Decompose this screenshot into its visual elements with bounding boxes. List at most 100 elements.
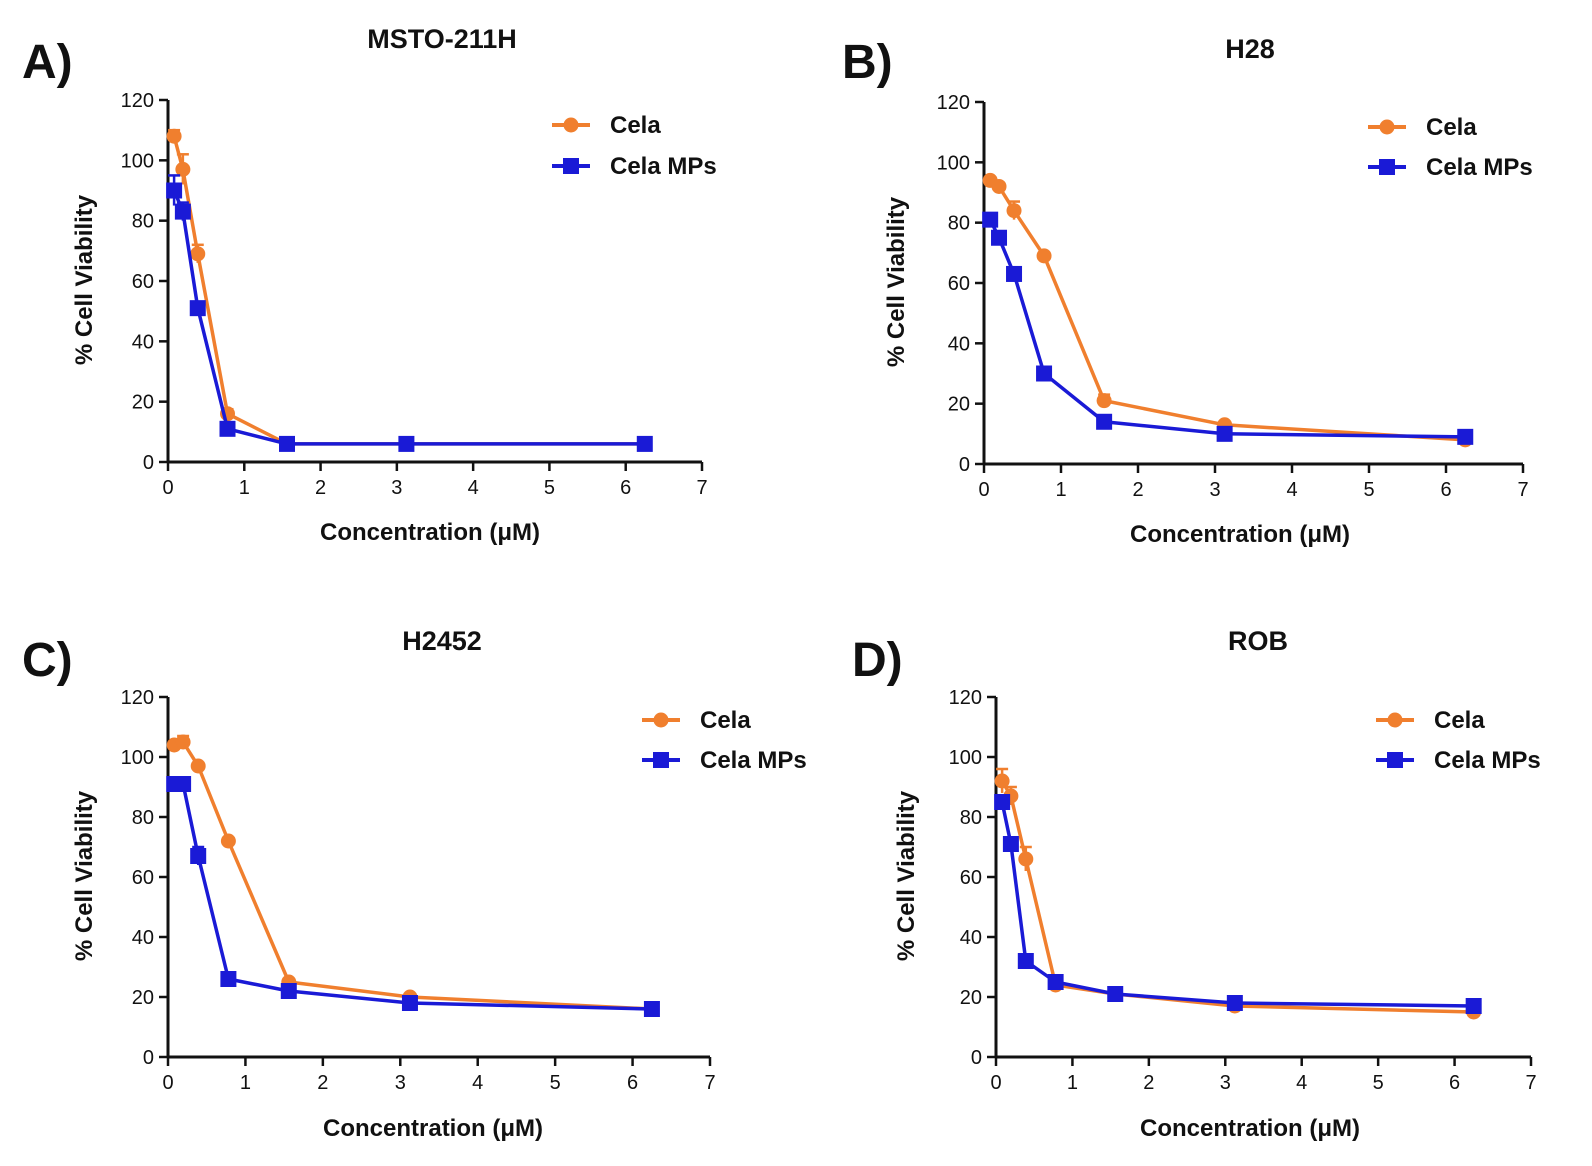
series-cela-mps — [994, 794, 1482, 1014]
legend-label-cela-mps: Cela MPs — [700, 747, 807, 774]
legend-label-cela: Cela — [1434, 707, 1485, 734]
x-tick-label: 0 — [978, 479, 989, 501]
legend-label-cela: Cela — [700, 707, 751, 734]
data-point-cela-mps — [398, 435, 415, 452]
series-line-cela — [172, 135, 645, 446]
series-line-cela-mps — [1000, 801, 1474, 1008]
plot-area: 0 20 40 60 80 100 120 0 1 2 3 4 5 6 7 — [937, 92, 1529, 501]
y-tick-label: 80 — [948, 213, 970, 235]
legend: Cela Cela MPs — [552, 112, 717, 180]
y-tick-label: 0 — [143, 452, 154, 474]
x-tick-label: 0 — [990, 1072, 1001, 1094]
data-point-cela-mps — [174, 203, 191, 220]
data-point-cela-mps — [220, 971, 237, 987]
x-axis-label: Concentration (μM) — [320, 519, 540, 546]
series-cela — [166, 128, 653, 452]
y-tick-label: 0 — [143, 1047, 154, 1069]
y-axis-label: % Cell Viability — [71, 194, 98, 365]
series-line-cela-mps — [174, 782, 652, 1011]
series-line-cela — [989, 178, 1466, 442]
data-point-cela-mps — [1047, 974, 1064, 990]
data-point-cela-mps — [1457, 428, 1474, 445]
data-point-cela — [190, 758, 206, 774]
y-tick-label: 60 — [960, 867, 982, 889]
panel-letter: C) — [22, 634, 73, 687]
series-cela — [982, 172, 1473, 448]
legend-label-cela-mps: Cela MPs — [1434, 747, 1541, 774]
y-tick-label: 100 — [937, 152, 970, 174]
data-point-cela-mps — [279, 435, 296, 452]
data-point-cela — [994, 773, 1010, 789]
data-point-cela-mps — [219, 420, 236, 437]
y-tick-label: 100 — [121, 150, 154, 172]
data-point-cela-mps — [280, 983, 297, 999]
y-axis-label: % Cell Viability — [893, 790, 920, 961]
x-tick-label: 1 — [1055, 479, 1066, 501]
legend-marker-cela-mps — [653, 752, 669, 768]
chart-title: ROB — [1228, 626, 1288, 656]
data-point-cela — [166, 128, 182, 144]
y-tick-label: 80 — [132, 211, 154, 233]
y-tick-label: 40 — [948, 333, 970, 355]
y-tick-label: 60 — [132, 271, 154, 293]
series-cela-mps — [166, 776, 660, 1017]
x-axis-label: Concentration (μM) — [1140, 1115, 1360, 1142]
x-tick-label: 0 — [162, 1072, 173, 1094]
x-tick-label: 5 — [1373, 1072, 1384, 1094]
data-point-cela-mps — [1226, 995, 1243, 1011]
panel-letter: D) — [852, 634, 903, 687]
data-point-cela-mps — [401, 995, 418, 1011]
legend: Cela Cela MPs — [1376, 707, 1541, 774]
data-point-cela-mps — [1465, 998, 1482, 1014]
x-tick-label: 7 — [704, 1072, 715, 1094]
legend-marker-cela-mps — [1387, 752, 1403, 768]
x-tick-label: 3 — [1220, 1072, 1231, 1094]
legend-marker-cela — [563, 117, 579, 133]
y-tick-label: 0 — [971, 1047, 982, 1069]
x-tick-label: 7 — [1517, 479, 1528, 501]
x-tick-label: 7 — [696, 477, 707, 499]
data-point-cela-mps — [175, 776, 192, 792]
y-tick-label: 80 — [960, 807, 982, 829]
data-point-cela — [1036, 248, 1052, 264]
x-tick-label: 2 — [315, 477, 326, 499]
plot-area: 0 20 40 60 80 100 120 0 1 2 3 4 5 6 7 — [121, 90, 708, 499]
series-line-cela-mps — [172, 189, 645, 446]
data-point-cela-mps — [1006, 265, 1023, 282]
panel-letter: A) — [22, 36, 73, 89]
x-tick-label: 4 — [1286, 479, 1297, 501]
series-line-cela — [173, 740, 652, 1011]
legend-label-cela-mps: Cela MPs — [1426, 154, 1533, 181]
x-tick-label: 4 — [472, 1072, 483, 1094]
y-tick-label: 120 — [121, 687, 154, 709]
legend-marker-cela — [653, 712, 669, 728]
data-point-cela-mps — [991, 229, 1008, 246]
x-tick-label: 1 — [239, 477, 250, 499]
y-tick-label: 60 — [132, 867, 154, 889]
plot-area: 0 20 40 60 80 100 120 0 1 2 3 4 5 6 7 — [949, 687, 1537, 1094]
data-point-cela-mps — [1036, 365, 1053, 382]
panel-c: C) H2452 Concentration (μM) % Cell Viabi… — [22, 626, 807, 1142]
x-tick-label: 5 — [544, 477, 555, 499]
y-tick-label: 20 — [948, 394, 970, 416]
panel-letter: B) — [842, 36, 893, 89]
data-point-cela-mps — [166, 182, 183, 199]
x-tick-label: 6 — [627, 1072, 638, 1094]
x-tick-label: 5 — [550, 1072, 561, 1094]
x-tick-label: 1 — [240, 1072, 251, 1094]
legend-marker-cela-mps — [1379, 159, 1395, 175]
y-tick-label: 120 — [937, 92, 970, 114]
legend-label-cela: Cela — [1426, 114, 1477, 141]
plot-area: 0 20 40 60 80 100 120 0 1 2 3 4 5 6 7 — [121, 687, 716, 1094]
data-point-cela-mps — [994, 794, 1011, 810]
x-tick-label: 4 — [468, 477, 479, 499]
data-point-cela — [175, 161, 191, 177]
data-point-cela-mps — [1096, 413, 1113, 430]
y-tick-label: 20 — [960, 987, 982, 1009]
legend: Cela Cela MPs — [642, 707, 807, 774]
data-point-cela-mps — [1017, 953, 1034, 969]
legend-marker-cela-mps — [563, 158, 579, 174]
data-point-cela-mps — [1216, 425, 1233, 442]
series-cela — [994, 767, 1482, 1020]
